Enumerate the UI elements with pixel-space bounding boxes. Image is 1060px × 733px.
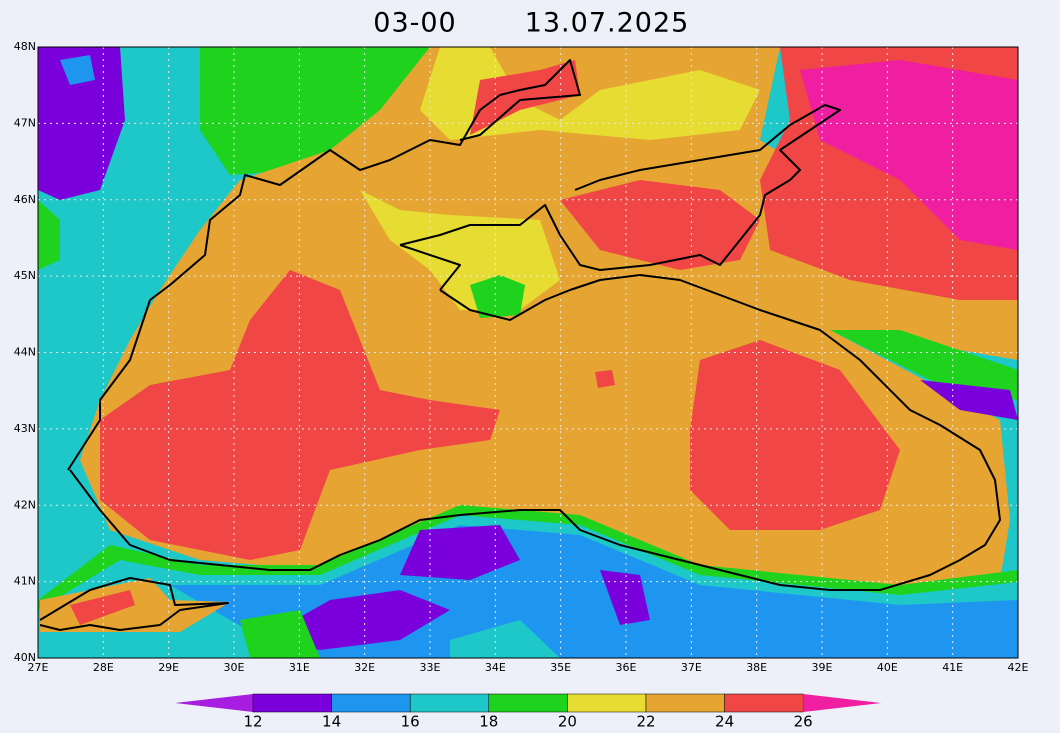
colorbar-label: 14 [322, 713, 341, 731]
temperature-zone [595, 370, 615, 388]
lon-label: 38E [746, 661, 767, 674]
lon-label: 39E [812, 661, 833, 674]
lat-label: 44N [14, 346, 36, 359]
colorbar-segment [645, 693, 725, 713]
colorbar-label: 16 [401, 713, 420, 731]
colorbar-segment [409, 693, 490, 713]
temperature-zone [450, 620, 560, 658]
temperature-zone [240, 610, 320, 658]
temperature-zone [560, 180, 760, 270]
colorbar-segment [488, 693, 568, 713]
lon-label: 40E [877, 661, 898, 674]
lat-label: 48N [14, 40, 36, 53]
temperature-zone [38, 200, 60, 270]
lat-label: 42N [14, 498, 36, 511]
colorbar-label: 18 [479, 713, 498, 731]
title-time: 03-00 [373, 8, 456, 39]
temperature-zone [70, 590, 135, 625]
lon-label: 36E [616, 661, 637, 674]
temperature-zone [470, 275, 525, 318]
coastline [39, 59, 1001, 631]
colorbar-label: 22 [636, 713, 655, 731]
lon-label: 28E [93, 661, 114, 674]
lon-label: 32E [354, 661, 375, 674]
colorbar-low-arrow [175, 694, 253, 712]
map-frame [37, 46, 1019, 659]
temperature-zone [100, 270, 500, 560]
lon-label: 42E [1008, 661, 1029, 674]
temperature-zone [920, 380, 1018, 420]
colorbar-segment [567, 693, 647, 713]
colorbar-label: 24 [715, 713, 734, 731]
title-date: 13.07.2025 [525, 8, 690, 39]
temperature-zone [400, 525, 520, 580]
lon-label: 35E [550, 661, 571, 674]
colorbar-label: 12 [243, 713, 262, 731]
temperature-zone [690, 340, 900, 530]
lat-label: 43N [14, 422, 36, 435]
temperature-field [38, 47, 1018, 658]
lon-label: 31E [289, 661, 310, 674]
colorbar-segment [724, 693, 804, 713]
temperature-zone [830, 330, 1018, 400]
temperature-zone [800, 60, 1018, 250]
lon-label: 27E [28, 661, 49, 674]
lat-label: 45N [14, 269, 36, 282]
lat-label: 47N [14, 116, 36, 129]
lon-label: 41E [942, 661, 963, 674]
colorbar-label: 20 [558, 713, 577, 731]
colorbar-segment [252, 693, 332, 713]
lat-label: 46N [14, 193, 36, 206]
lon-label: 37E [681, 661, 702, 674]
lon-label: 34E [485, 661, 506, 674]
lon-label: 30E [224, 661, 245, 674]
lon-label: 29E [158, 661, 179, 674]
colorbar: 12 14 16 18 20 22 24 26 [175, 693, 882, 731]
temperature-zone [600, 570, 650, 625]
lon-label: 33E [420, 661, 441, 674]
colorbar-segment [331, 693, 411, 713]
colorbar-label: 26 [794, 713, 813, 731]
temperature-zone [60, 55, 95, 85]
lat-label: 41N [14, 575, 36, 588]
lat-label: 40N [14, 651, 36, 664]
colorbar-high-arrow [803, 694, 882, 712]
